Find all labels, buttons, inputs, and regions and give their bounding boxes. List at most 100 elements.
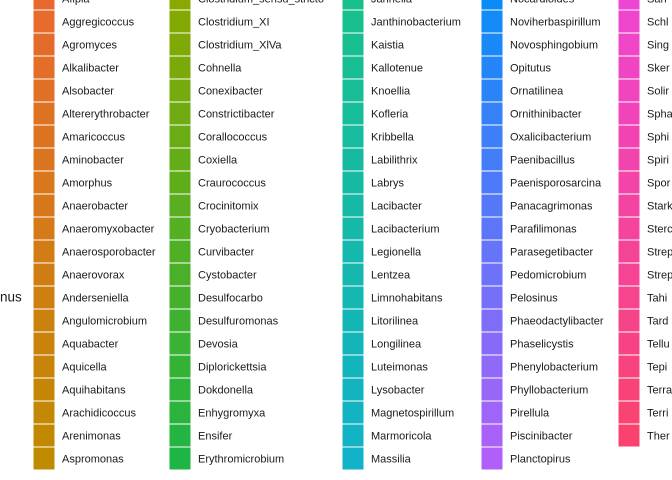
legend-swatch — [32, 9, 56, 34]
legend-swatch — [341, 446, 365, 471]
legend-label: Altererythrobacter — [62, 108, 150, 120]
legend-swatch — [480, 55, 504, 80]
legend-swatch — [617, 354, 641, 379]
legend-label: Sing — [647, 39, 669, 51]
legend-label: Sker — [647, 62, 670, 74]
legend-label: Labrys — [371, 177, 405, 189]
legend-label: Spor — [647, 177, 671, 189]
legend-swatch — [32, 101, 56, 126]
legend-label: Aquihabitans — [62, 384, 126, 396]
legend-swatch — [480, 78, 504, 103]
legend-swatch — [168, 216, 192, 241]
legend-label: Kofleria — [371, 108, 409, 120]
legend-label: Noviherbaspirillum — [510, 16, 600, 28]
legend-label: Sterc — [647, 223, 672, 235]
legend-swatch — [168, 0, 192, 11]
legend-label: Parasegetibacter — [510, 246, 593, 258]
legend-swatch — [341, 55, 365, 80]
legend-swatch — [617, 216, 641, 241]
legend-swatch — [168, 446, 192, 471]
legend-label: Erythromicrobium — [198, 453, 284, 465]
legend-swatch — [168, 400, 192, 425]
legend-label: Solir — [647, 85, 669, 97]
legend-label: Janthinobacterium — [371, 16, 461, 28]
legend-swatch — [32, 377, 56, 402]
legend-swatch — [32, 147, 56, 172]
legend-swatch — [480, 400, 504, 425]
legend-label: Limnohabitans — [371, 292, 443, 304]
legend-label: Aspromonas — [62, 453, 124, 465]
legend-label: Kallotenue — [371, 62, 423, 74]
legend-label: Stark — [647, 200, 672, 212]
legend-label: Planctopirus — [510, 453, 571, 465]
legend-swatch — [341, 331, 365, 356]
legend-label: Oxalicibacterium — [510, 131, 591, 143]
legend-swatch — [480, 147, 504, 172]
legend-label: Agromyces — [62, 39, 118, 51]
legend-swatch — [617, 262, 641, 287]
legend-swatch — [341, 285, 365, 310]
legend-label: Diplorickettsia — [198, 361, 267, 373]
legend-label: Strep — [647, 269, 672, 281]
legend-swatch — [480, 308, 504, 333]
legend-swatch — [32, 262, 56, 287]
legend-swatch — [168, 147, 192, 172]
legend-swatch — [168, 331, 192, 356]
legend-label: Cryobacterium — [198, 223, 270, 235]
legend-label: Desulfocarbo — [198, 292, 263, 304]
legend-label: Lacibacter — [371, 200, 422, 212]
legend-swatch — [168, 78, 192, 103]
legend-swatch — [341, 124, 365, 149]
legend-swatch — [32, 32, 56, 57]
legend-swatch — [341, 308, 365, 333]
legend-label: Opitutus — [510, 62, 551, 74]
legend-swatch — [480, 239, 504, 264]
legend-swatch — [168, 285, 192, 310]
legend-label: Tepi — [647, 361, 667, 373]
legend-swatch — [168, 239, 192, 264]
legend-label: San — [647, 0, 667, 5]
legend-swatch — [32, 216, 56, 241]
legend-swatch — [341, 78, 365, 103]
legend-swatch — [480, 331, 504, 356]
legend-swatch — [480, 170, 504, 195]
legend-swatch — [168, 354, 192, 379]
legend-swatch — [480, 101, 504, 126]
legend-swatch — [480, 354, 504, 379]
legend-label: Corallococcus — [198, 131, 268, 143]
legend-label: Ornithinibacter — [510, 108, 582, 120]
legend-swatch — [341, 170, 365, 195]
legend-swatch — [617, 423, 641, 448]
legend-swatch — [341, 400, 365, 425]
legend-label: Marmoricola — [371, 430, 432, 442]
legend-swatch — [341, 262, 365, 287]
legend-swatch — [168, 9, 192, 34]
legend-swatch — [480, 0, 504, 11]
legend-label: Anaeromyxobacter — [62, 223, 155, 235]
legend-label: Massilia — [371, 453, 412, 465]
legend-label: Cystobacter — [198, 269, 257, 281]
legend-label: Legionella — [371, 246, 422, 258]
legend-label: Ther — [647, 430, 670, 442]
legend-label: Phaeodactylibacter — [510, 315, 604, 327]
legend-swatch — [480, 124, 504, 149]
legend-swatch — [480, 377, 504, 402]
legend-label: Novosphingobium — [510, 39, 598, 51]
legend-label: Spha — [647, 108, 672, 120]
legend-label: Longilinea — [371, 338, 422, 350]
legend-swatch — [480, 285, 504, 310]
legend-label: Paenibacillus — [510, 154, 575, 166]
legend-label: Terri — [647, 407, 668, 419]
legend-label: Spiri — [647, 154, 669, 166]
legend-label: Anaerobacter — [62, 200, 128, 212]
legend-swatch — [32, 239, 56, 264]
legend-label: Alkalibacter — [62, 62, 119, 74]
legend-label: Phaselicystis — [510, 338, 574, 350]
legend-swatch — [617, 101, 641, 126]
legend-swatch — [341, 239, 365, 264]
legend-swatch — [617, 285, 641, 310]
legend-swatch — [168, 377, 192, 402]
legend-swatch — [617, 170, 641, 195]
legend-label: Phenylobacterium — [510, 361, 598, 373]
